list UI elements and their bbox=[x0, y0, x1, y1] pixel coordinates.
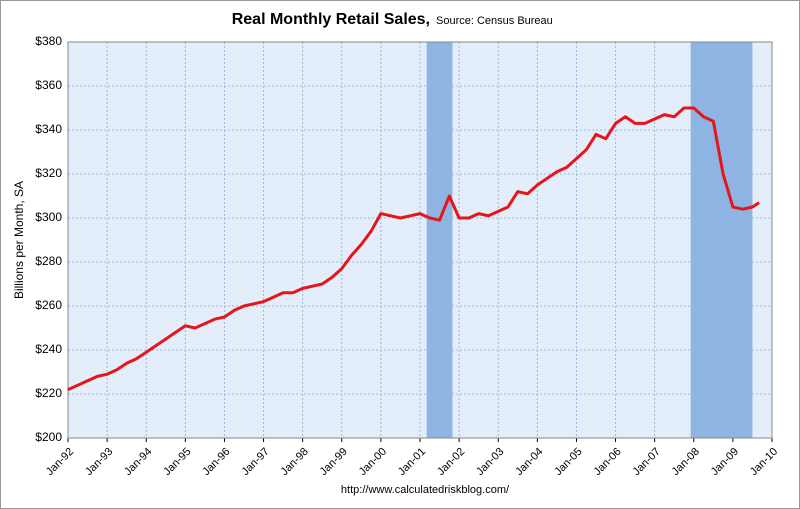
y-tick-label: $320 bbox=[35, 166, 62, 180]
chart-title: Real Monthly Retail Sales, bbox=[232, 11, 430, 28]
footer: http://www.calculatedriskblog.com/ bbox=[341, 484, 510, 496]
y-axis-label: Billions per Month, SA bbox=[12, 181, 26, 299]
recession-band bbox=[690, 42, 753, 438]
y-tick-label: $200 bbox=[35, 430, 62, 444]
y-tick-label: $240 bbox=[35, 342, 62, 356]
y-tick-label: $280 bbox=[35, 254, 62, 268]
y-tick-label: $340 bbox=[35, 122, 62, 136]
y-tick-label: $300 bbox=[35, 210, 62, 224]
chart-subtitle: Source: Census Bureau bbox=[436, 15, 553, 27]
y-tick-label: $220 bbox=[35, 386, 62, 400]
y-tick-label: $380 bbox=[35, 34, 62, 48]
data-line bbox=[67, 106, 760, 391]
y-tick-label: $360 bbox=[35, 78, 62, 92]
y-tick-label: $260 bbox=[35, 298, 62, 312]
recession-band bbox=[426, 42, 453, 438]
plot-border bbox=[67, 41, 773, 439]
